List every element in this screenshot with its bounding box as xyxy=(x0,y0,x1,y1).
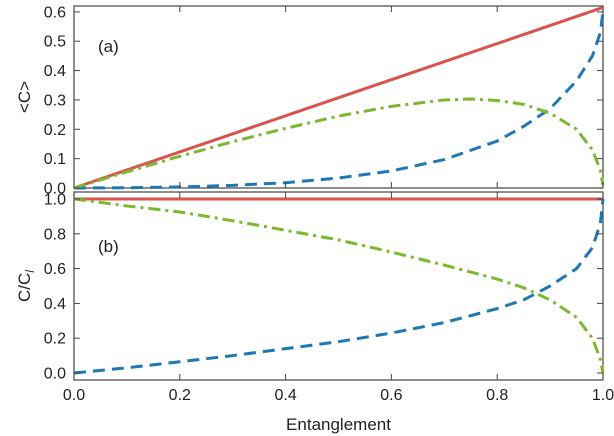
panel-a-y-tick-label: 0.4 xyxy=(44,63,66,80)
panel-a-y-tick-label: 0.6 xyxy=(44,4,66,21)
panel-a-series-solid-line xyxy=(73,6,604,190)
panel-a-frame xyxy=(73,5,604,189)
panel-b-y-tick-label: 0.0 xyxy=(44,366,66,383)
panel-a-y-tick-label: 0.2 xyxy=(44,122,66,139)
panel-b: 0.0 0.2 0.4 0.6 0.8 1.0 0.0 0.2 0.4 0.6 0.8 1.0 (b… xyxy=(15,6,614,434)
panel-b-y-tick-label: 1.0 xyxy=(44,191,66,208)
panel-b-y-tick-label: 0.6 xyxy=(44,261,66,278)
panel-a-y-tick-label: 0.3 xyxy=(44,92,66,109)
panel-a-y-tick-label: 0.5 xyxy=(44,34,66,51)
panel-a: 0.0 0.1 0.2 0.3 0.4 0.5 0.6 (a) <C> xyxy=(15,4,605,198)
panel-a-series-dashed-line xyxy=(73,11,605,190)
x-tick-label: 0.6 xyxy=(380,387,402,404)
x-axis-label: Entanglement xyxy=(286,415,391,434)
panel-a-label: (a) xyxy=(98,37,119,56)
panel-b-frame xyxy=(73,191,604,381)
x-tick-label: 0.0 xyxy=(63,387,85,404)
x-tick-label: 1.0 xyxy=(592,387,614,404)
panel-b-label: (b) xyxy=(98,237,119,256)
x-tick-label: 0.4 xyxy=(274,387,296,404)
panel-a-series-dashdot-line xyxy=(73,97,605,190)
panel-a-y-axis-label: <C> xyxy=(15,81,34,113)
x-tick-label: 0.2 xyxy=(169,387,191,404)
panel-b-y-tick-label: 0.4 xyxy=(44,296,66,313)
panel-b-y-axis-label: C/Cl xyxy=(15,270,37,302)
panel-b-series-dashdot-line xyxy=(73,197,605,374)
panel-b-y-axis-label-main: C/C xyxy=(15,273,34,302)
panel-b-y-tick-label: 0.8 xyxy=(44,226,66,243)
panel-b-series-dashed-line xyxy=(73,198,605,375)
panel-b-y-axis-label-subscript: l xyxy=(23,270,37,273)
panel-b-y-tick-label: 0.2 xyxy=(44,331,66,348)
x-tick-label: 0.8 xyxy=(486,387,508,404)
panel-a-y-tick-label: 0.1 xyxy=(44,151,66,168)
panel-a-y-tick-label: 0.0 xyxy=(44,181,66,198)
